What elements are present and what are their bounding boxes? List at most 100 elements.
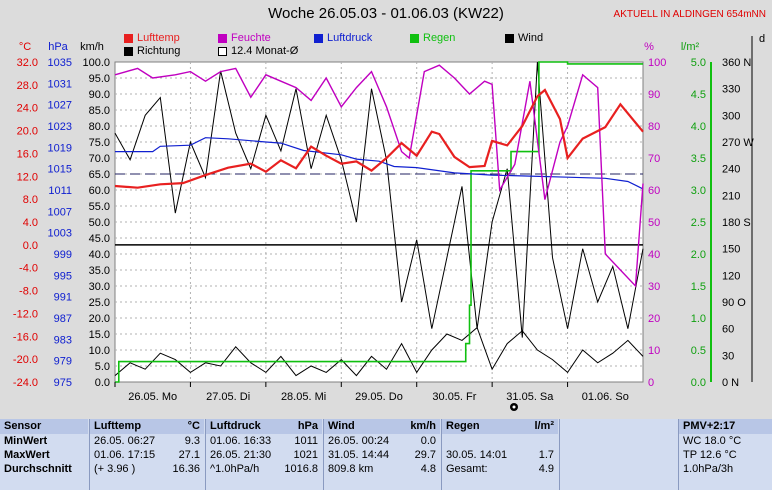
temp-tick-label: 24.0 [17, 103, 38, 115]
stats-time: 31.05. 14:44 [328, 449, 390, 461]
stats-wind-avg: 809.8 km 4.8 [324, 462, 440, 476]
legend-item-richtung: Richtung [124, 45, 180, 57]
stats-wind-unit: km/h [410, 420, 436, 432]
legend-swatch [410, 33, 419, 43]
humidity-tick-label: 40 [648, 249, 660, 261]
temp-tick-label: 28.0 [17, 80, 38, 92]
direction-tick-label: 330 [722, 84, 740, 96]
stats-temp-avg: (+ 3.96 ) 16.36 [90, 462, 204, 476]
stats-value: 1021 [293, 449, 318, 461]
rain-tick-label: 4.0 [691, 121, 706, 133]
stats-pmv-head: PMV+2:17 [679, 419, 772, 434]
stats-time: 26.05. 00:24 [328, 435, 390, 447]
humidity-tick-label: 70 [648, 153, 660, 165]
x-tick-label: 31.05. Sa [506, 391, 554, 403]
temp-tick-label: 32.0 [17, 57, 38, 69]
rain-tick-label: 5.0 [691, 57, 706, 69]
stats-pressure-title: Luftdruck [210, 420, 261, 432]
humidity-tick-label: 20 [648, 313, 660, 325]
stats-time: 26.05. 06:27 [94, 435, 156, 447]
humidity-tick-label: 0 [648, 377, 654, 389]
wind-tick-label: 65.0 [89, 169, 110, 181]
stats-time: 01.06. 16:33 [210, 435, 272, 447]
legend-item-luftdruck: Luftdruck [314, 32, 372, 44]
wind-tick-label: 75.0 [89, 137, 110, 149]
stats-sensor-col: Sensor MinWert MaxWert Durchschnitt [0, 419, 88, 490]
stats-row-max: MaxWert [4, 449, 50, 461]
legend-swatch [314, 33, 323, 43]
direction-tick-label: 270 W [722, 137, 754, 149]
stats-pmv-trend: 1.0hPa/3h [683, 463, 734, 475]
stats-wind-min: 26.05. 00:24 0.0 [324, 434, 440, 448]
direction-tick-label: 210 [722, 190, 740, 202]
stats-time: 01.06. 17:15 [94, 449, 156, 461]
wind-tick-label: 50.0 [89, 217, 110, 229]
rain-tick-label: 3.5 [691, 153, 706, 165]
temp-tick-label: 12.0 [17, 171, 38, 183]
stats-wind-head: Wind km/h [324, 419, 440, 434]
temp-tick-label: 20.0 [17, 126, 38, 138]
wind-tick-label: 5.0 [95, 361, 110, 373]
pressure-tick-label: 1023 [48, 121, 72, 133]
stats-separator [559, 419, 560, 490]
rain-unit: l/m² [681, 41, 700, 53]
legend-swatch [218, 33, 227, 43]
stats-value: 9.3 [184, 435, 200, 447]
pressure-tick-label: 1027 [48, 100, 72, 112]
legend-swatch [505, 33, 514, 43]
direction-tick-label: 300 [722, 110, 740, 122]
stats-value: 29.7 [414, 449, 436, 461]
stats-pressure-unit: hPa [297, 420, 318, 432]
pressure-tick-label: 1031 [48, 78, 72, 90]
stats-row-avg: Durchschnitt [4, 463, 72, 475]
temp-tick-label: 8.0 [23, 194, 38, 206]
legend-item-regen: Regen [410, 32, 455, 44]
x-tick-label: 29.05. Do [355, 391, 403, 403]
humidity-tick-label: 10 [648, 345, 660, 357]
x-tick-label: 01.06. So [582, 391, 629, 403]
stats-value: 27.1 [178, 449, 200, 461]
stats-separator [441, 419, 442, 490]
wind-tick-label: 80.0 [89, 121, 110, 133]
wind-tick-label: 70.0 [89, 153, 110, 165]
stats-separator [205, 419, 206, 490]
direction-tick-label: 90 O [722, 297, 746, 309]
humidity-tick-label: 50 [648, 217, 660, 229]
legend-label: Luftdruck [327, 32, 373, 44]
stats-separator [89, 419, 90, 490]
stats-wind-col: Wind km/h 26.05. 00:24 0.0 31.05. 14:44 29.… [324, 419, 440, 490]
rain-tick-label: 3.0 [691, 185, 706, 197]
pressure-tick-label: 975 [54, 377, 72, 389]
stats-time: 26.05. 21:30 [210, 449, 272, 461]
pressure-tick-label: 995 [54, 270, 72, 282]
rain-tick-label: 0.5 [691, 345, 706, 357]
wind-tick-label: 25.0 [89, 297, 110, 309]
rain-tick-label: 4.5 [691, 89, 706, 101]
wind-tick-label: 95.0 [89, 73, 110, 85]
legend-item-wind: Wind [505, 32, 543, 44]
current-time-marker-center [512, 405, 516, 409]
x-tick-label: 30.05. Fr [432, 391, 476, 403]
pressure-tick-label: 979 [54, 356, 72, 368]
stats-pressure-head: Luftdruck hPa [206, 419, 322, 434]
series-line-feuchte [114, 64, 644, 288]
wind-tick-label: 35.0 [89, 265, 110, 277]
stats-value: 4.9 [538, 463, 554, 475]
temp-tick-label: 16.0 [17, 148, 38, 160]
wind-tick-label: 20.0 [89, 313, 110, 325]
chart-series [114, 61, 644, 383]
direction-axis: 360 N 330 300 270 W 240 210 180 S 150 120 90 O 60 3… [722, 57, 754, 389]
legend-swatch [124, 33, 133, 43]
pressure-tick-label: 983 [54, 334, 72, 346]
legend-label: 12.4 Monat-Ø [231, 45, 299, 57]
x-tick-label: 26.05. Mo [128, 391, 177, 403]
pressure-tick-label: 1003 [48, 228, 72, 240]
direction-tick-label: 30 [722, 350, 734, 362]
rain-axis: 5.0 4.5 4.0 3.5 3.0 2.5 2.0 1.5 1.0 0.5 0.0 [691, 57, 706, 389]
stats-rain-head: Regen l/m² [442, 419, 558, 434]
stats-pmv-col: PMV+2:17 WC 18.0 °C TP 12.6 °C 1.0hPa/3h [679, 419, 772, 490]
stats-temp-unit: °C [187, 420, 200, 432]
stats-temp-min: 26.05. 06:27 9.3 [90, 434, 204, 448]
stats-value: 1016.8 [284, 463, 318, 475]
